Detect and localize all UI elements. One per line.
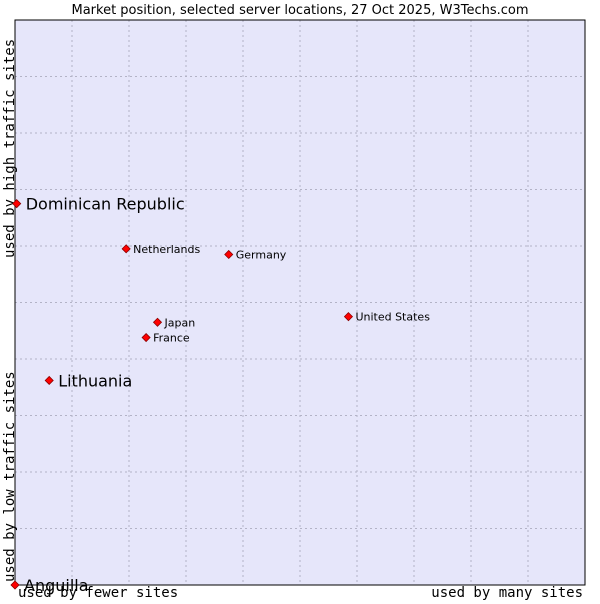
point-label: Germany	[236, 248, 287, 261]
point-marker	[224, 249, 234, 260]
point-marker	[152, 317, 163, 327]
data-points: Dominican Republic Netherlands Germany Unit…	[10, 195, 430, 595]
point-marker	[121, 244, 131, 254]
x-axis-label-low: used by fewer sites	[18, 585, 178, 600]
point-lithuania: Lithuania	[44, 371, 132, 390]
y-axis-label-low: used by low traffic sites	[2, 371, 18, 582]
point-anguilla: Anguilla	[10, 576, 89, 595]
point-label: Dominican Republic	[26, 195, 185, 214]
point-netherlands: Netherlands	[121, 243, 200, 256]
chart-title: Market position, selected server locatio…	[71, 3, 528, 18]
point-marker	[44, 375, 54, 386]
point-label: Japan	[164, 316, 196, 329]
point-marker	[12, 199, 22, 209]
point-marker	[10, 580, 20, 590]
point-japan: Japan	[152, 316, 196, 329]
point-label: Anguilla	[24, 576, 89, 595]
point-label: France	[153, 332, 190, 345]
grid-lines	[15, 20, 585, 585]
point-label: United States	[355, 311, 430, 324]
point-united-states: United States	[343, 311, 430, 324]
point-label: Netherlands	[133, 243, 200, 256]
point-france: France	[141, 332, 190, 345]
point-label: Lithuania	[58, 371, 132, 390]
point-germany: Germany	[224, 248, 287, 261]
point-marker	[141, 332, 151, 343]
point-dominican-republic: Dominican Republic	[12, 195, 185, 214]
point-marker	[343, 312, 354, 322]
y-axis-label-high: used by high traffic sites	[2, 39, 18, 258]
plot-frame	[14, 19, 586, 586]
x-axis-label-high: used by many sites	[431, 585, 583, 600]
